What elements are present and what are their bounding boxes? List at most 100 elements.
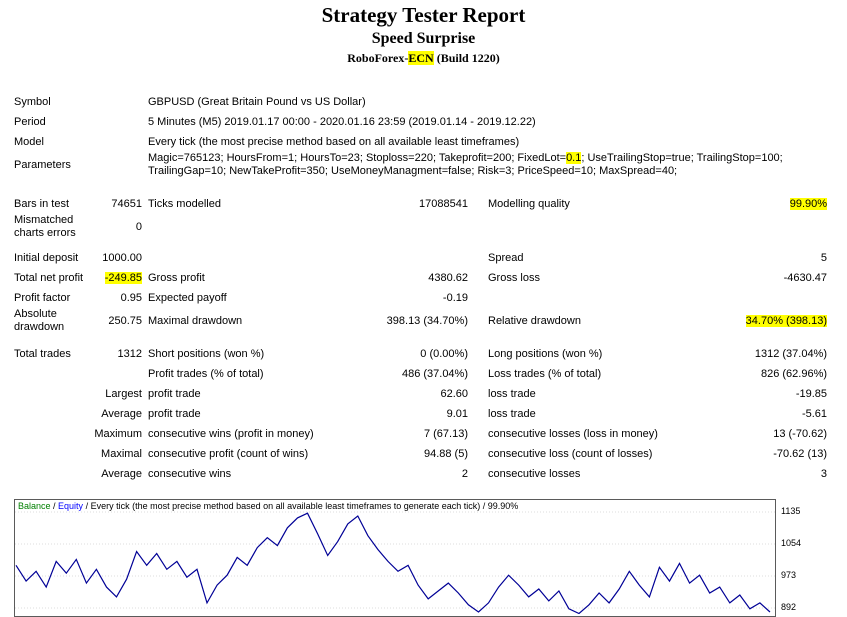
stats-value: 3 (690, 464, 833, 484)
stats-row: Model Every tick (the most precise method… (14, 132, 833, 152)
cell-text: Total net profit (14, 271, 84, 284)
stats-label (474, 288, 690, 308)
stats-row: Profit trades (% of total) 486 (37.04%) Lo… (14, 364, 833, 384)
cell-text: Maximal drawdown (148, 314, 243, 327)
cell-text: 74651 (111, 197, 142, 210)
cell-text: Mismatched charts errors (14, 214, 76, 239)
stats-value: 0 (0.00%) (378, 344, 474, 364)
stats-value: 0.95 (92, 288, 148, 308)
report-subtitle: Speed Surprise (371, 30, 476, 47)
stats-label: Loss trades (% of total) (474, 364, 690, 384)
stats-value: 486 (37.04%) (378, 364, 474, 384)
cell-text: Short positions (won %) (148, 347, 265, 360)
stats-value: 398.13 (34.70%) (378, 308, 474, 334)
stats-row: Initial deposit 1000.00 Spread 5 (14, 248, 833, 268)
cell-text: 0 (0.00%) (420, 347, 468, 360)
stats-value: -0.19 (378, 288, 474, 308)
cell-text: Parameters (14, 158, 71, 171)
stats-label (14, 444, 92, 464)
stats-value: Average (92, 404, 148, 424)
stats-value: Maximal (92, 444, 148, 464)
stats-value: Average (92, 464, 148, 484)
stats-row: Profit factor 0.95 Expected payoff -0.19 (14, 288, 833, 308)
cell-text: ; UseTrailingStop=true; TrailingStop=100… (148, 152, 783, 177)
stats-label: consecutive profit (count of wins) (148, 444, 378, 464)
broker-line: RoboForex-ECN (Build 1220) (0, 50, 847, 66)
stats-value: -249.85 (92, 268, 148, 288)
legend-balance-label: Balance (18, 501, 51, 511)
cell-text: Model (14, 135, 44, 148)
cell-text: Initial deposit (14, 251, 79, 264)
stats-value: 4380.62 (378, 268, 474, 288)
report-title: Strategy Tester Report (321, 3, 526, 27)
stats-label: Relative drawdown (474, 308, 690, 334)
cell-text: 250.75 (108, 314, 142, 327)
broker-server-highlight: ECN (408, 51, 434, 65)
stats-value: 1312 (92, 344, 148, 364)
cell-text: Bars in test (14, 197, 70, 210)
cell-text: 5 (820, 251, 828, 264)
cell-text: 0.95 (120, 291, 142, 304)
stats-label: Model (14, 132, 92, 152)
stats-label: GBPUSD (Great Britain Pound vs US Dollar… (148, 92, 833, 112)
cell-text: Period (14, 115, 46, 128)
stats-row: Largest profit trade 62.60 loss trade -19.85 (14, 384, 833, 404)
cell-text: 0 (135, 220, 142, 233)
stats-label: Gross loss (474, 268, 690, 288)
stats-label: Spread (474, 248, 690, 268)
stats-label: Total net profit (14, 268, 92, 288)
cell-text: GBPUSD (Great Britain Pound vs US Dollar… (148, 95, 366, 108)
stats-row: Average profit trade 9.01 loss trade -5.61 (14, 404, 833, 424)
stats-value: 2 (378, 464, 474, 484)
stats-label: Total trades (14, 344, 92, 364)
stats-value: 13 (-70.62) (690, 424, 833, 444)
stats-label: profit trade (148, 404, 378, 424)
cell-text: 62.60 (440, 387, 468, 400)
cell-text: Relative drawdown (488, 314, 581, 327)
cell-text: -5.61 (801, 407, 828, 420)
cell-text: -70.62 (13) (773, 447, 828, 460)
stats-value: 74651 (92, 194, 148, 214)
cell-text: Expected payoff (148, 291, 227, 304)
cell-text: 1312 (37.04%) (754, 347, 828, 360)
cell-text: consecutive profit (count of wins) (148, 447, 309, 460)
broker-build: (Build 1220) (433, 51, 500, 65)
stats-label: consecutive wins (148, 464, 378, 484)
broker-prefix: RoboForex- (347, 51, 409, 65)
stats-label: loss trade (474, 384, 690, 404)
stats-value: 826 (62.96%) (690, 364, 833, 384)
stats-value: -5.61 (690, 404, 833, 424)
cell-text: 17088541 (419, 197, 468, 210)
stats-value (92, 152, 148, 178)
stats-label: Expected payoff (148, 288, 378, 308)
stats-label: Magic=765123; HoursFrom=1; HoursTo=23; S… (148, 152, 833, 178)
stats-label: Profit factor (14, 288, 92, 308)
cell-text: 7 (67.13) (423, 427, 468, 440)
stats-label: Every tick (the most precise method base… (148, 132, 833, 152)
stats-label: Ticks modelled (148, 194, 378, 214)
stats-label: Modelling quality (474, 194, 690, 214)
legend-separator: / (50, 501, 59, 511)
stats-row: Maximal consecutive profit (count of wins… (14, 444, 833, 464)
stats-value: 0 (92, 214, 148, 240)
stats-label (14, 464, 92, 484)
chart-legend: Balance / Equity / Every tick (the most … (18, 501, 518, 511)
cell-text: Average (101, 467, 142, 480)
stats-row: Period 5 Minutes (M5) 2019.01.17 00:00 - … (14, 112, 833, 132)
stats-label (14, 404, 92, 424)
cell-text: 13 (-70.62) (773, 427, 828, 440)
stats-value: -70.62 (13) (690, 444, 833, 464)
stats-value: 9.01 (378, 404, 474, 424)
cell-text: Ticks modelled (148, 197, 221, 210)
cell-text: Maximal (101, 447, 142, 460)
cell-text: 826 (62.96%) (760, 367, 828, 380)
spacer-row (14, 240, 833, 248)
stats-label (14, 424, 92, 444)
cell-text: Maximum (94, 427, 142, 440)
stats-value: 62.60 (378, 384, 474, 404)
stats-label (148, 214, 833, 240)
stats-row: Average consecutive wins 2 consecutive loss… (14, 464, 833, 484)
cell-text: profit trade (148, 387, 201, 400)
cell-text: 4380.62 (428, 271, 468, 284)
stats-label: consecutive losses (474, 464, 690, 484)
